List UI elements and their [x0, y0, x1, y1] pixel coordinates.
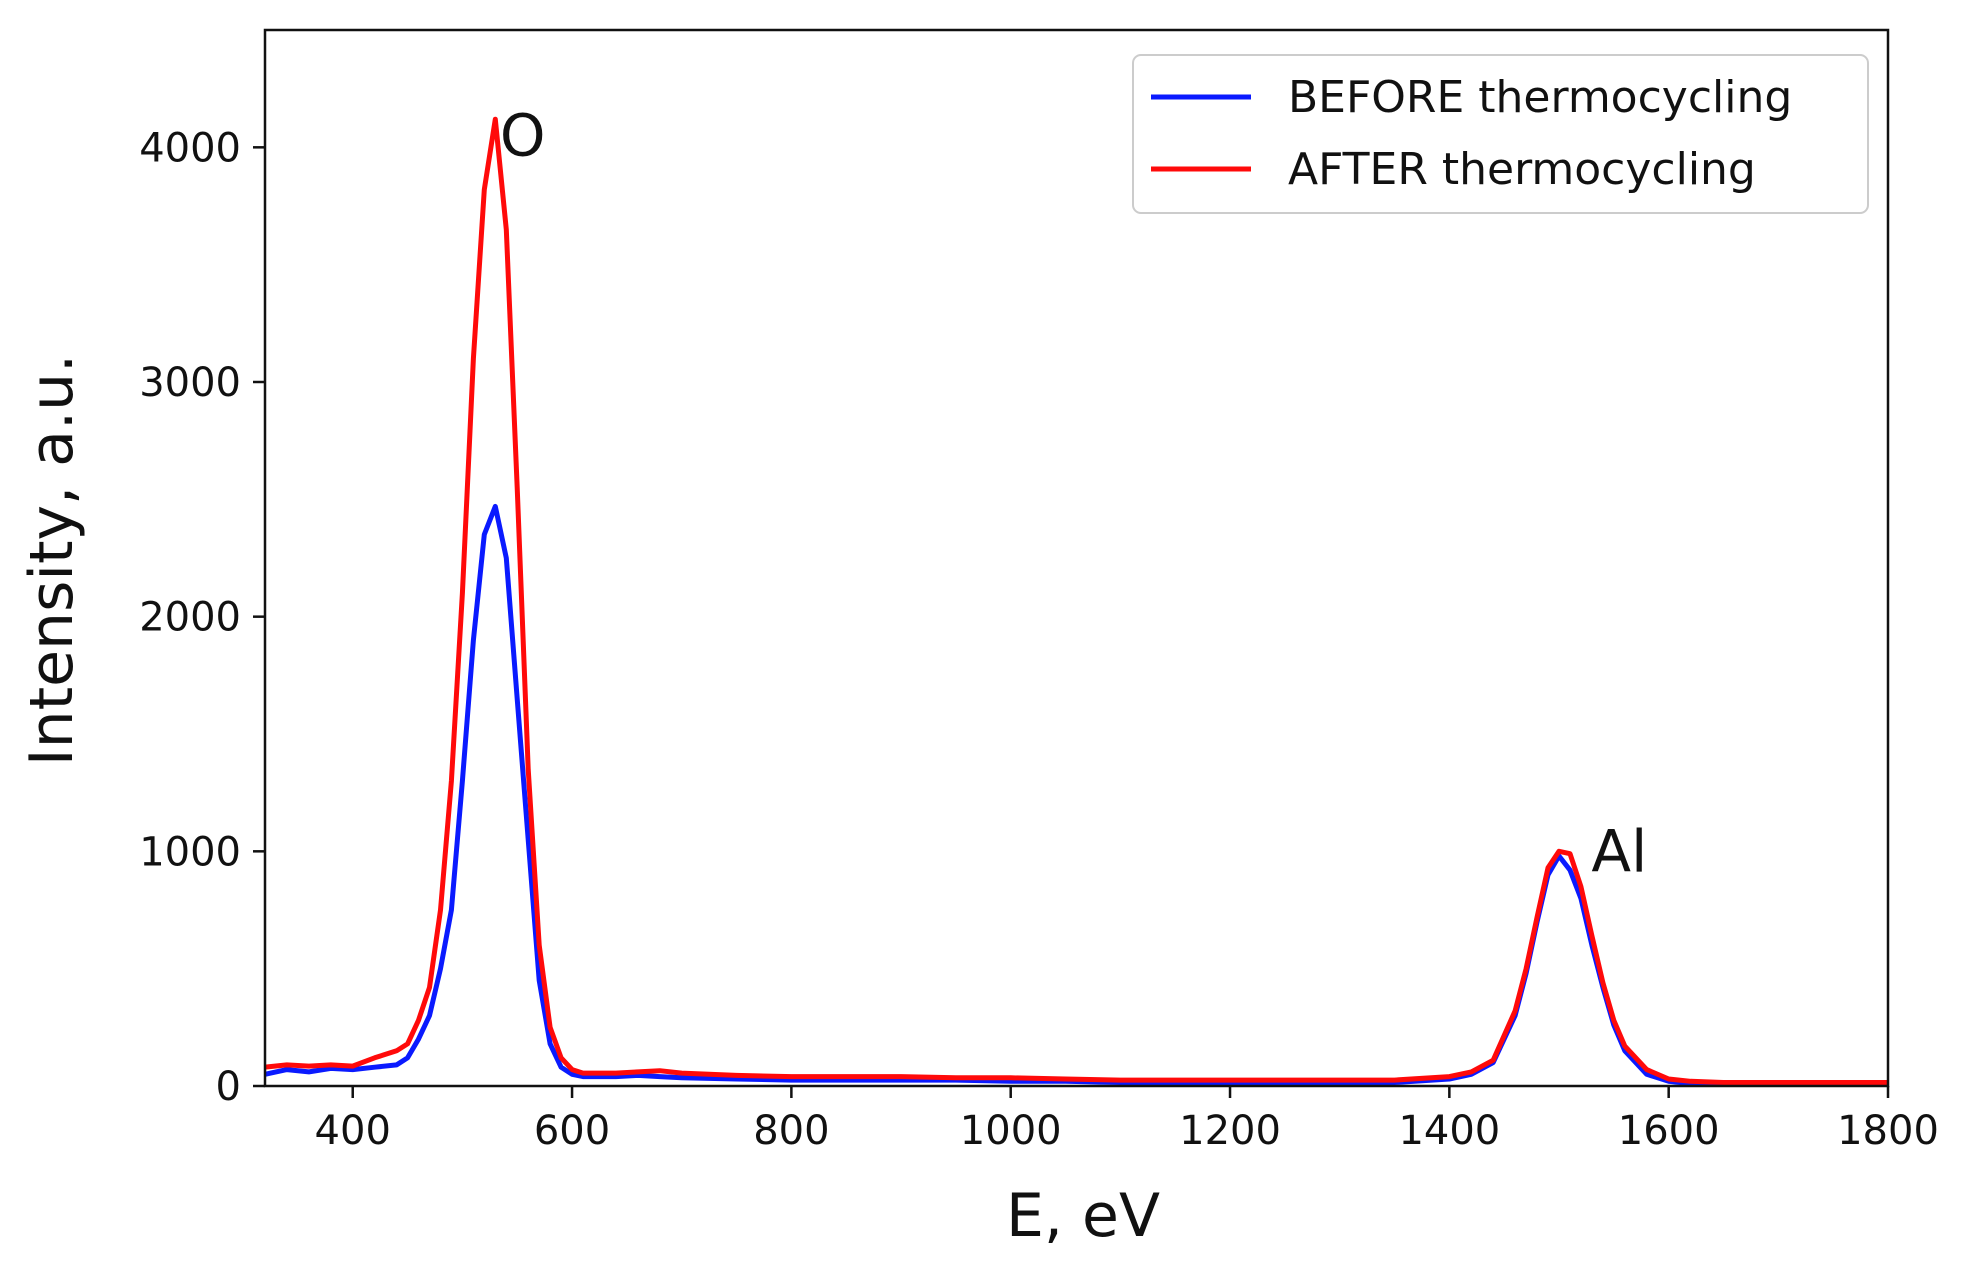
legend-label: AFTER thermocycling: [1288, 144, 1756, 195]
y-axis-title: Intensity, a.u.: [17, 354, 87, 766]
y-tick-label: 3000: [139, 360, 241, 406]
axes-layer: 400 600 800 1000 1200 1400 1600 1800 0 1000 2000 30…: [139, 28, 1939, 1154]
plot-frame: [263, 28, 1890, 1088]
x-tick-label: 1200: [1179, 1108, 1281, 1154]
x-axis-title: E, eV: [1006, 1181, 1160, 1251]
x-tick-label: 1400: [1398, 1108, 1500, 1154]
x-tick-label: 400: [315, 1108, 391, 1154]
x-tick-label: 1800: [1837, 1108, 1939, 1154]
x-tick-label: 1000: [960, 1108, 1062, 1154]
y-tick-label: 1000: [139, 829, 241, 875]
y-tick-label: 2000: [139, 595, 241, 641]
y-tick-label: 0: [216, 1064, 241, 1110]
legend-box: [1132, 54, 1869, 214]
legend-label: BEFORE thermocycling: [1288, 72, 1792, 123]
plot-layer: [265, 116, 1888, 1086]
x-tick-label: 800: [753, 1108, 829, 1154]
series-line-before: [265, 503, 1888, 1086]
x-tick-label: 1600: [1618, 1108, 1720, 1154]
series-line-after: [265, 116, 1888, 1085]
peak-annotation-al: Al: [1591, 817, 1647, 885]
peak-annotation-o: O: [500, 102, 546, 170]
x-tick-label: 600: [534, 1108, 610, 1154]
legend: BEFORE thermocycling AFTER thermocycling: [1132, 54, 1869, 214]
y-tick-label: 4000: [139, 125, 241, 171]
